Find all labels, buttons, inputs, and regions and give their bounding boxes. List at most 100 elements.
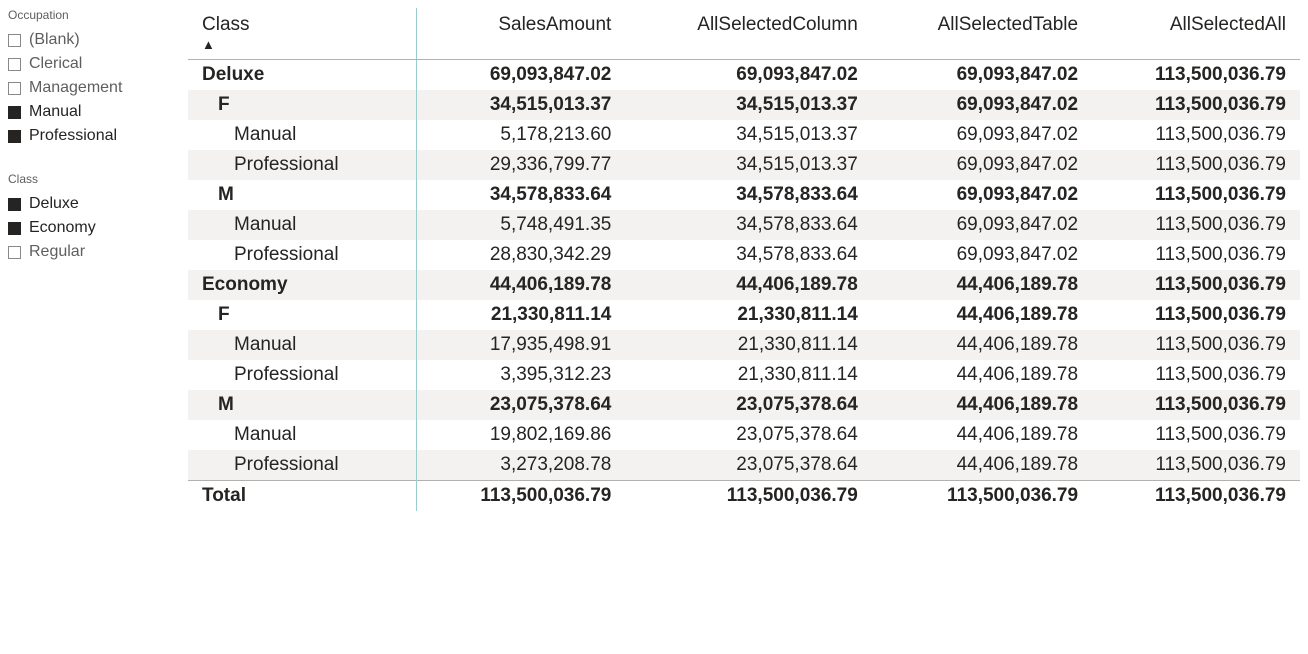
cell-value: 113,500,036.79 <box>1092 270 1300 300</box>
table-row[interactable]: Manual19,802,169.8623,075,378.6444,406,1… <box>188 420 1300 450</box>
slicer-item[interactable]: Deluxe <box>8 192 168 216</box>
column-header[interactable]: SalesAmount <box>417 8 626 60</box>
cell-value: 44,406,189.78 <box>872 330 1092 360</box>
cell-value: 23,075,378.64 <box>625 450 871 481</box>
cell-value: 21,330,811.14 <box>625 360 871 390</box>
table-row[interactable]: Manual5,178,213.6034,515,013.3769,093,84… <box>188 120 1300 150</box>
row-header: Economy <box>188 270 417 300</box>
slicer-item-label: Professional <box>29 127 117 145</box>
row-header: Professional <box>188 240 417 270</box>
table-row[interactable]: Manual17,935,498.9121,330,811.1444,406,1… <box>188 330 1300 360</box>
table-row[interactable]: Manual5,748,491.3534,578,833.6469,093,84… <box>188 210 1300 240</box>
cell-value: 19,802,169.86 <box>417 420 626 450</box>
column-header-rows[interactable]: Class ▲ <box>188 8 417 60</box>
slicer-title: Class <box>8 172 168 186</box>
cell-value: 69,093,847.02 <box>872 60 1092 91</box>
column-header[interactable]: AllSelectedColumn <box>625 8 871 60</box>
slicer-item[interactable]: Clerical <box>8 52 168 76</box>
slicer-item-label: Deluxe <box>29 195 79 213</box>
slicer-item[interactable]: Professional <box>8 124 168 148</box>
table-row[interactable]: Deluxe69,093,847.0269,093,847.0269,093,8… <box>188 60 1300 91</box>
cell-value: 113,500,036.79 <box>1092 240 1300 270</box>
total-row[interactable]: Total113,500,036.79113,500,036.79113,500… <box>188 481 1300 512</box>
row-header: Professional <box>188 360 417 390</box>
cell-value: 113,500,036.79 <box>1092 90 1300 120</box>
row-header: M <box>188 390 417 420</box>
checkbox-icon <box>8 198 21 211</box>
checkbox-icon <box>8 222 21 235</box>
cell-value: 34,515,013.37 <box>417 90 626 120</box>
slicer-item[interactable]: Regular <box>8 240 168 264</box>
row-header: Deluxe <box>188 60 417 91</box>
table-row[interactable]: F34,515,013.3734,515,013.3769,093,847.02… <box>188 90 1300 120</box>
cell-value: 34,578,833.64 <box>625 240 871 270</box>
cell-value: 113,500,036.79 <box>1092 360 1300 390</box>
slicer-item-label: Management <box>29 79 122 97</box>
cell-value: 23,075,378.64 <box>625 390 871 420</box>
slicer-item[interactable]: Management <box>8 76 168 100</box>
row-header: F <box>188 90 417 120</box>
column-header-label: AllSelectedColumn <box>697 14 858 35</box>
table-row[interactable]: Professional28,830,342.2934,578,833.6469… <box>188 240 1300 270</box>
cell-value: 113,500,036.79 <box>872 481 1092 512</box>
matrix-table: Class ▲ SalesAmount AllSelectedColumn Al… <box>188 8 1300 511</box>
column-header[interactable]: AllSelectedAll <box>1092 8 1300 60</box>
slicer-item[interactable]: Economy <box>8 216 168 240</box>
cell-value: 69,093,847.02 <box>872 120 1092 150</box>
checkbox-icon <box>8 106 21 119</box>
row-header: M <box>188 180 417 210</box>
cell-value: 5,178,213.60 <box>417 120 626 150</box>
cell-value: 44,406,189.78 <box>417 270 626 300</box>
cell-value: 113,500,036.79 <box>1092 150 1300 180</box>
slicer-panel: Occupation(Blank)ClericalManagementManua… <box>8 8 188 511</box>
cell-value: 23,075,378.64 <box>417 390 626 420</box>
cell-value: 113,500,036.79 <box>1092 481 1300 512</box>
cell-value: 3,273,208.78 <box>417 450 626 481</box>
cell-value: 113,500,036.79 <box>1092 300 1300 330</box>
cell-value: 113,500,036.79 <box>1092 420 1300 450</box>
cell-value: 113,500,036.79 <box>1092 450 1300 481</box>
cell-value: 44,406,189.78 <box>872 390 1092 420</box>
checkbox-icon <box>8 58 21 71</box>
checkbox-icon <box>8 130 21 143</box>
row-header: F <box>188 300 417 330</box>
row-header: Manual <box>188 420 417 450</box>
slicer-item-label: (Blank) <box>29 31 80 49</box>
slicer-item[interactable]: Manual <box>8 100 168 124</box>
row-header: Professional <box>188 150 417 180</box>
cell-value: 34,515,013.37 <box>625 150 871 180</box>
slicer-item-label: Economy <box>29 219 96 237</box>
table-row[interactable]: Professional3,395,312.2321,330,811.1444,… <box>188 360 1300 390</box>
column-header-label: AllSelectedTable <box>938 14 1078 35</box>
row-header-total: Total <box>188 481 417 512</box>
cell-value: 21,330,811.14 <box>625 330 871 360</box>
cell-value: 5,748,491.35 <box>417 210 626 240</box>
cell-value: 69,093,847.02 <box>872 210 1092 240</box>
column-header-label: AllSelectedAll <box>1170 14 1286 35</box>
column-header-label: Class <box>202 14 250 35</box>
cell-value: 21,330,811.14 <box>417 300 626 330</box>
column-header[interactable]: AllSelectedTable <box>872 8 1092 60</box>
cell-value: 34,578,833.64 <box>625 210 871 240</box>
checkbox-icon <box>8 246 21 259</box>
table-row[interactable]: F21,330,811.1421,330,811.1444,406,189.78… <box>188 300 1300 330</box>
cell-value: 17,935,498.91 <box>417 330 626 360</box>
cell-value: 113,500,036.79 <box>417 481 626 512</box>
cell-value: 113,500,036.79 <box>1092 390 1300 420</box>
cell-value: 69,093,847.02 <box>872 240 1092 270</box>
column-header-label: SalesAmount <box>498 14 611 35</box>
table-row[interactable]: Professional29,336,799.7734,515,013.3769… <box>188 150 1300 180</box>
slicer: Class Deluxe Economy Regular <box>8 172 168 264</box>
slicer-item[interactable]: (Blank) <box>8 28 168 52</box>
table-row[interactable]: M23,075,378.6423,075,378.6444,406,189.78… <box>188 390 1300 420</box>
cell-value: 23,075,378.64 <box>625 420 871 450</box>
table-row[interactable]: Professional3,273,208.7823,075,378.6444,… <box>188 450 1300 481</box>
matrix-header-row: Class ▲ SalesAmount AllSelectedColumn Al… <box>188 8 1300 60</box>
row-header: Professional <box>188 450 417 481</box>
cell-value: 3,395,312.23 <box>417 360 626 390</box>
cell-value: 44,406,189.78 <box>872 300 1092 330</box>
table-row[interactable]: M34,578,833.6434,578,833.6469,093,847.02… <box>188 180 1300 210</box>
table-row[interactable]: Economy44,406,189.7844,406,189.7844,406,… <box>188 270 1300 300</box>
cell-value: 113,500,036.79 <box>1092 120 1300 150</box>
cell-value: 69,093,847.02 <box>872 90 1092 120</box>
